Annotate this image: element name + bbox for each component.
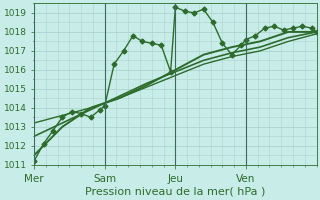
X-axis label: Pression niveau de la mer( hPa ): Pression niveau de la mer( hPa )	[85, 187, 266, 197]
